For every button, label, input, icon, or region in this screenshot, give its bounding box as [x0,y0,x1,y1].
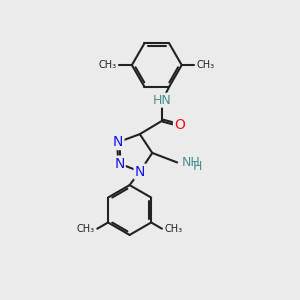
Text: N: N [113,135,124,149]
Text: HN: HN [153,94,172,107]
Text: N: N [135,164,145,178]
Text: N: N [114,157,124,171]
Text: H: H [193,160,202,173]
Text: CH₃: CH₃ [76,224,94,234]
Text: CH₃: CH₃ [197,60,215,70]
Text: CH₃: CH₃ [165,224,183,234]
Text: CH₃: CH₃ [99,60,117,70]
Text: NH: NH [181,156,200,169]
Text: O: O [174,118,185,132]
